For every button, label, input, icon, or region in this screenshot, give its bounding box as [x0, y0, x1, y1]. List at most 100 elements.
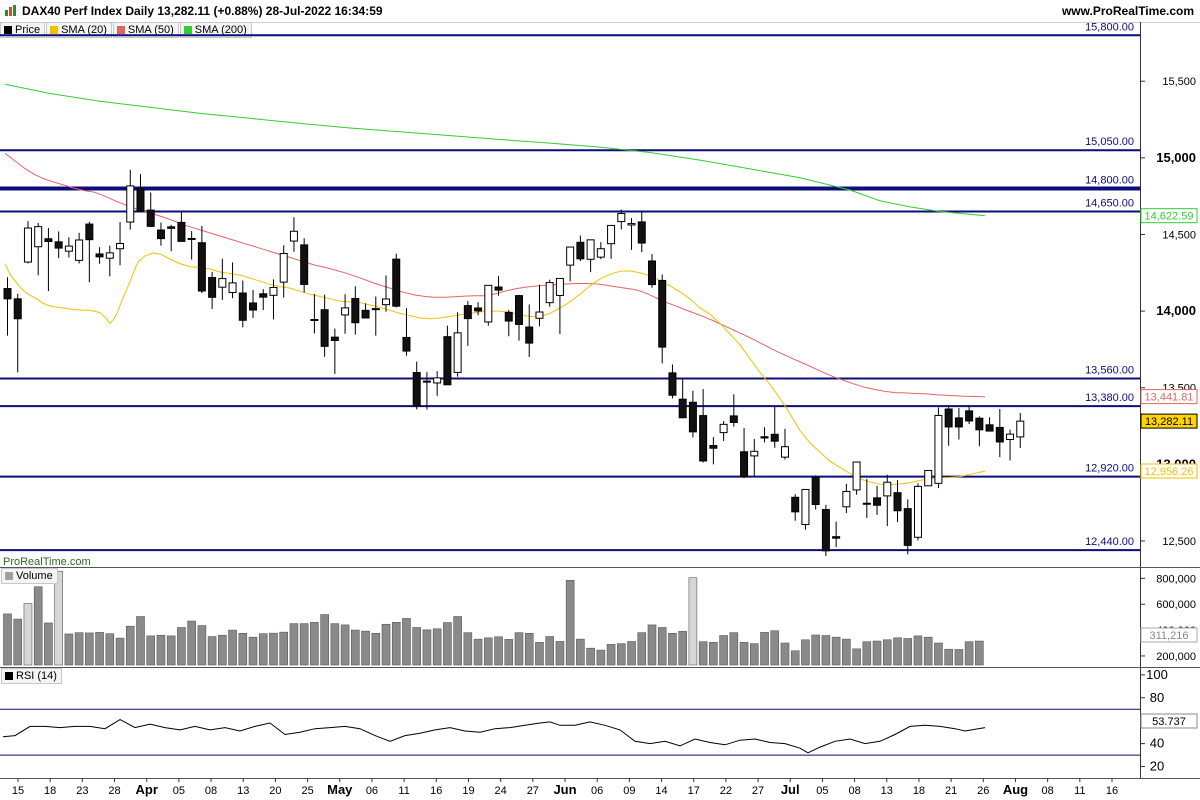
- volume-bar: [330, 623, 340, 666]
- candle-body: [228, 282, 237, 294]
- volume-bar: [443, 622, 452, 666]
- volume-bar: [453, 616, 462, 666]
- candle-body: [208, 277, 217, 298]
- candle-body: [320, 309, 329, 347]
- volume-bar: [484, 637, 493, 666]
- candle-body: [13, 298, 22, 320]
- volume-bar: [289, 623, 299, 666]
- candle-body: [382, 298, 391, 306]
- volume-bar: [44, 622, 53, 666]
- volume-bar: [115, 637, 125, 666]
- candle-body: [780, 446, 789, 458]
- candle-body: [23, 227, 32, 263]
- candle-body: [750, 450, 759, 457]
- candle-body: [893, 492, 902, 512]
- volume-bar: [207, 636, 217, 666]
- legend-swatch: [116, 26, 125, 34]
- candle-body: [412, 372, 421, 407]
- volume-pane-label[interactable]: Volume: [1, 568, 58, 584]
- candle-body: [821, 509, 830, 552]
- y-tick-label: 14,500: [1162, 229, 1196, 241]
- x-tick-label: 17: [688, 785, 700, 797]
- volume-bar: [166, 635, 176, 666]
- volume-bar: [422, 629, 432, 666]
- volume-bar: [576, 638, 585, 666]
- candle-body: [300, 244, 309, 285]
- rsi-label: RSI (14): [16, 670, 57, 682]
- volume-bar: [657, 627, 667, 666]
- volume-bar: [565, 579, 575, 666]
- x-tick-label: 18: [44, 785, 56, 797]
- candle-body: [116, 243, 125, 250]
- volume-bar: [258, 633, 268, 666]
- volume-bar: [709, 642, 718, 666]
- candle-body: [443, 336, 452, 386]
- x-tick-label: May: [327, 782, 353, 797]
- legend-label: SMA (20): [61, 24, 107, 36]
- volume-bar: [719, 635, 728, 666]
- y-tick-label: 12,500: [1162, 536, 1196, 548]
- volume-bar: [299, 623, 309, 666]
- legend-sma20[interactable]: SMA (20): [46, 22, 112, 38]
- candle-body: [392, 258, 401, 307]
- value-badge-label: 13,282.11: [1145, 416, 1193, 428]
- candle-body: [954, 417, 963, 428]
- candle-body: [238, 292, 247, 321]
- candle-body: [330, 336, 339, 342]
- candle-body: [883, 481, 892, 497]
- volume-bar: [668, 633, 677, 666]
- candle-body: [535, 311, 544, 319]
- x-tick-label: Jul: [781, 782, 800, 797]
- x-tick-label: 18: [913, 785, 925, 797]
- candle-body: [873, 497, 882, 506]
- volume-bar: [310, 622, 319, 666]
- volume-bar: [923, 636, 933, 666]
- x-tick-label: 11: [398, 785, 409, 797]
- candle-body: [1006, 433, 1015, 441]
- candle-body: [269, 286, 278, 296]
- volume-bar: [524, 633, 534, 666]
- volume-bar: [54, 570, 63, 666]
- candle-body: [249, 302, 258, 311]
- website-link[interactable]: www.ProRealTime.com: [1061, 4, 1194, 18]
- x-tick-label: 16: [430, 785, 442, 797]
- legend-price[interactable]: Price: [0, 22, 46, 38]
- level-label: 14,650.00: [1085, 197, 1134, 209]
- candle-body: [259, 293, 268, 298]
- volume-bar: [412, 627, 422, 666]
- legend-sma50[interactable]: SMA (50): [112, 22, 179, 38]
- volume-bar: [197, 625, 207, 666]
- candle-body: [402, 336, 411, 352]
- volume-label: Volume: [16, 570, 53, 582]
- volume-bar: [187, 620, 196, 666]
- legend-swatch: [183, 26, 192, 34]
- volume-bar: [555, 641, 565, 666]
- volume-bar: [934, 642, 943, 666]
- candle-body: [1016, 420, 1025, 438]
- volume-bar: [473, 638, 483, 666]
- candle-body: [555, 277, 564, 296]
- legend-sma200[interactable]: SMA (200): [179, 22, 252, 38]
- brand-watermark: ProRealTime.com: [3, 556, 91, 568]
- candle-body: [913, 485, 922, 538]
- volume-bar: [811, 634, 820, 666]
- level-label: 13,380.00: [1085, 392, 1134, 404]
- x-tick-label: 20: [269, 785, 281, 797]
- level-label: 12,440.00: [1085, 536, 1134, 548]
- rsi-pane-label[interactable]: RSI (14): [1, 668, 62, 684]
- candle-body: [688, 401, 697, 433]
- volume-bar: [74, 632, 84, 666]
- candle-body: [197, 242, 206, 292]
- candle-body: [341, 307, 350, 316]
- volume-value-label: 311,216: [1150, 630, 1189, 642]
- rsi-tick-label: 20: [1150, 759, 1164, 774]
- volume-bar: [688, 577, 698, 666]
- volume-bar: [852, 648, 861, 666]
- volume-bar: [228, 629, 237, 666]
- x-tick-label: 26: [977, 785, 989, 797]
- candle-body: [371, 308, 380, 311]
- x-tick-label: 28: [108, 785, 120, 797]
- volume-bar: [136, 616, 145, 666]
- x-tick-label: 14: [655, 785, 667, 797]
